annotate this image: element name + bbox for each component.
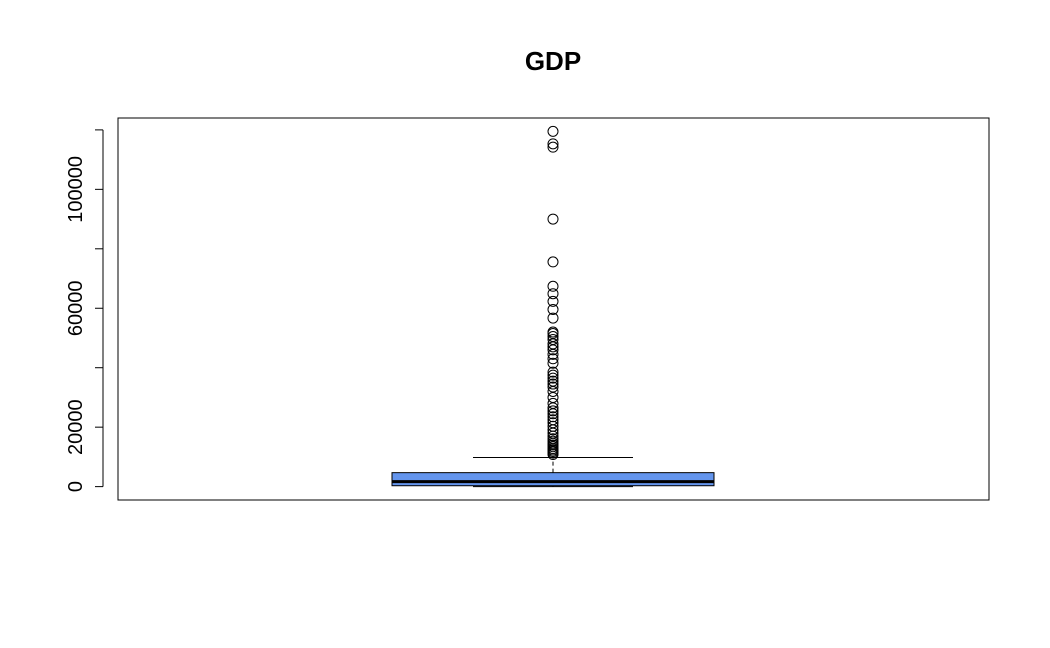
plot-frame xyxy=(117,117,990,501)
outlier-point xyxy=(547,378,559,390)
y-tick-label: 100000 xyxy=(65,156,87,223)
outlier-point xyxy=(547,333,559,345)
outlier-point xyxy=(547,391,559,403)
outlier-point xyxy=(547,353,559,365)
outlier-point xyxy=(547,375,559,387)
outlier-point xyxy=(547,326,559,338)
outlier-point xyxy=(547,405,559,417)
iqr-box xyxy=(391,472,715,487)
outlier-point xyxy=(547,213,559,225)
y-axis: 0 20000 60000 100000 xyxy=(65,129,104,492)
outlier-point xyxy=(547,417,559,429)
outlier-point xyxy=(547,141,559,153)
outlier-point xyxy=(547,288,559,300)
outlier-points xyxy=(547,125,559,461)
y-tick-label: 0 xyxy=(65,481,87,492)
outlier-point xyxy=(547,369,559,381)
chart-title: GDP xyxy=(525,46,581,76)
outlier-point xyxy=(547,411,559,423)
outlier-point xyxy=(547,397,559,409)
outlier-point xyxy=(547,256,559,268)
outlier-point xyxy=(547,372,559,384)
outlier-point xyxy=(547,330,559,342)
outlier-point xyxy=(547,435,559,447)
y-tick-label: 60000 xyxy=(65,280,87,336)
boxplot xyxy=(391,456,715,488)
y-tick-label: 20000 xyxy=(65,399,87,455)
outlier-point xyxy=(547,125,559,137)
outlier-point xyxy=(547,295,559,307)
outlier-point xyxy=(547,414,559,426)
outlier-point xyxy=(547,381,559,393)
outlier-point xyxy=(547,138,559,150)
outlier-point xyxy=(547,357,559,369)
outlier-point xyxy=(547,312,559,324)
outlier-point xyxy=(547,303,559,315)
outlier-point xyxy=(547,433,559,445)
outlier-point xyxy=(547,280,559,292)
outlier-point xyxy=(547,366,559,378)
